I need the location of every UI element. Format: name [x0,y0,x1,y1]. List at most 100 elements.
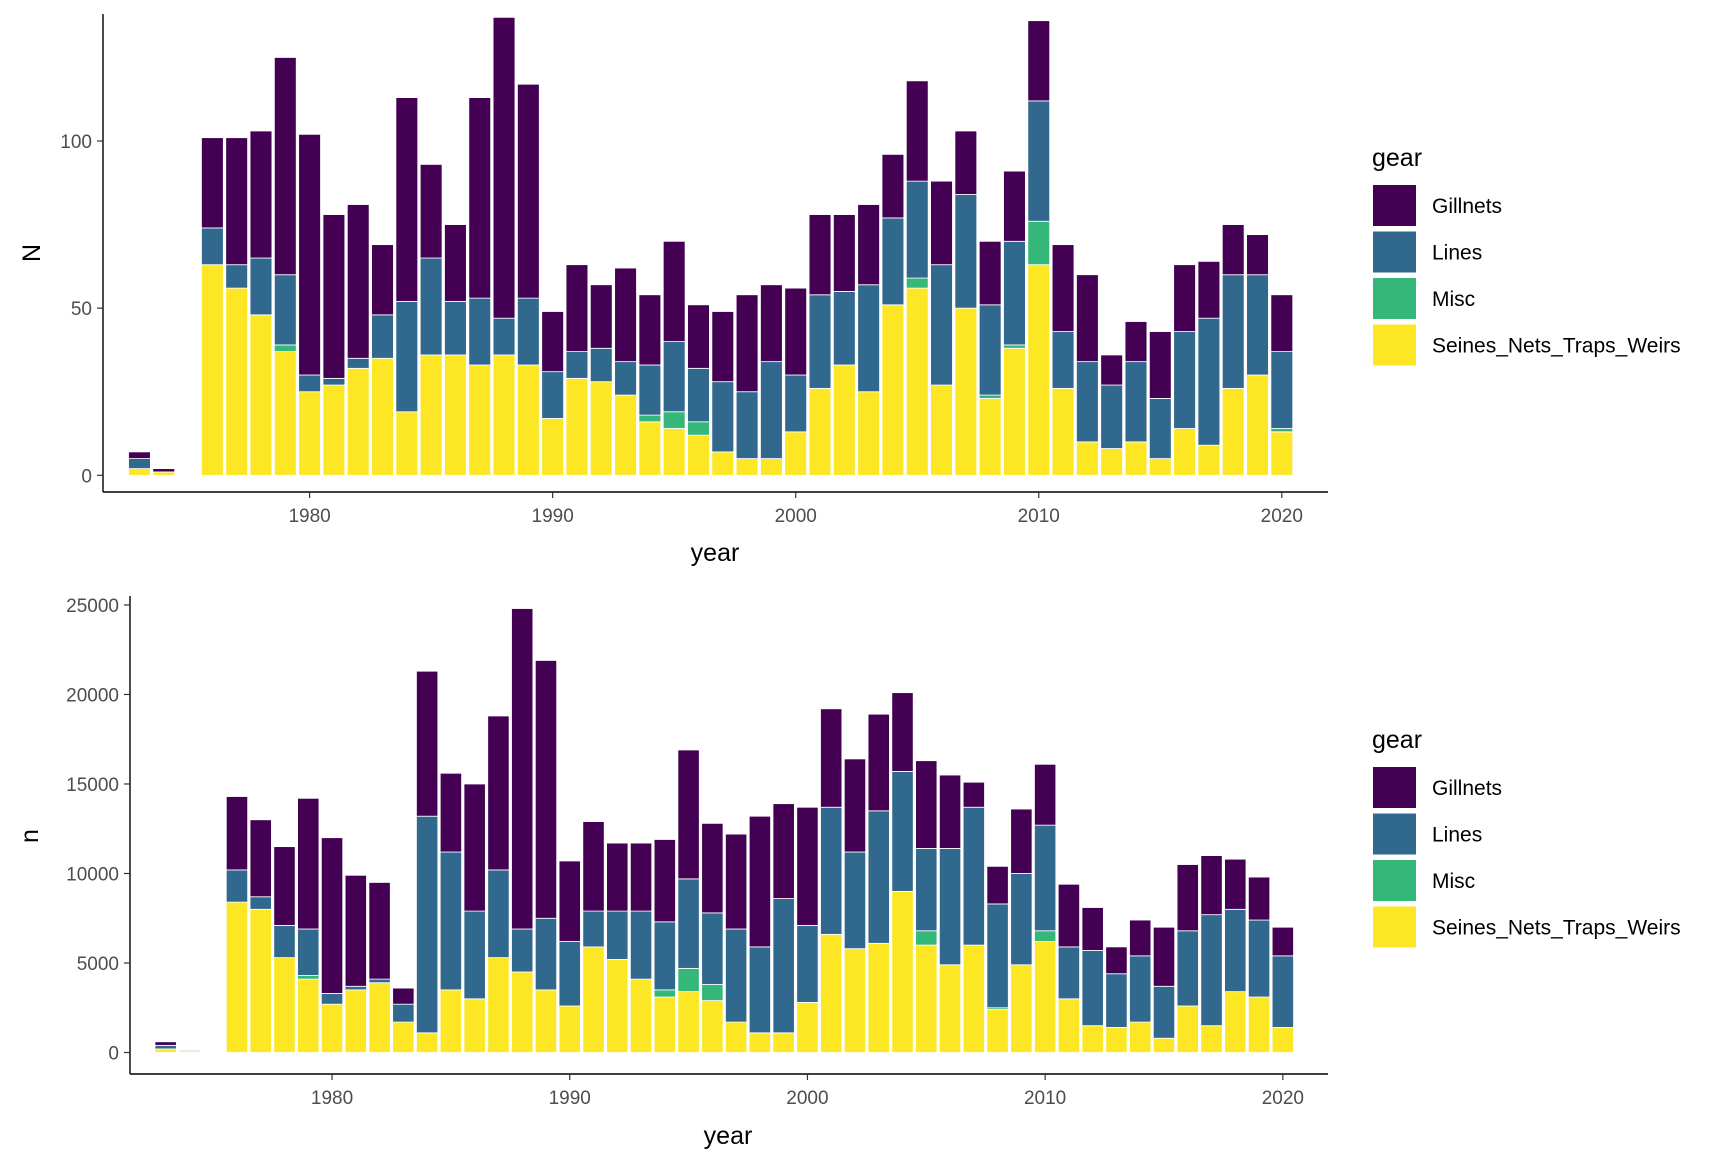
bar-segment [808,294,832,389]
x-tick-label: 1990 [532,506,574,527]
bar-segment [938,774,962,849]
bar-segment [371,314,394,359]
bar-segment [1173,264,1196,332]
bar-segment [711,311,735,383]
bar-segment [784,287,808,376]
bar-segment [711,381,735,453]
bar-segment [463,998,486,1053]
bar-segment [954,194,978,309]
bar-segment [1129,919,1152,957]
bar-segment [1124,441,1148,476]
bar-segment [662,341,686,413]
bar-segment [1105,1027,1128,1053]
bar-segment [1129,1021,1152,1053]
bar-segment [784,431,808,476]
bar-segment [273,274,297,346]
bar-segment [915,930,938,946]
bar-segment [152,471,176,476]
top-y-axis-title: N [18,244,46,262]
bar-segment [178,1049,201,1052]
bar-segment [511,608,534,930]
bar-segment [701,912,724,985]
top-legend-title: gear [1372,144,1422,172]
bar-segment [606,959,629,1053]
bar-segment [589,284,613,349]
top-legend: gear Gillnets Lines Misc Seines_Nets_Traps_… [1372,144,1681,366]
bar-segment [1176,864,1199,932]
bar-segment [662,428,686,476]
bar-segment [582,910,605,948]
bottom-legend: gear Gillnets Lines Misc Seines_Nets_Traps_… [1372,726,1681,948]
bar-segment [368,978,391,984]
bar-segment [905,180,929,279]
bar-segment [1081,907,1104,951]
bar-segment [1152,1037,1176,1053]
bar-segment [1081,1025,1104,1053]
bar-segment [582,821,605,912]
bar-segment [249,908,272,1053]
bar-segment [1003,170,1026,242]
bar-segment [249,130,273,259]
bar-segment [867,713,890,812]
bar-segment [1173,428,1196,476]
bar-segment [395,411,419,476]
bar-segment [1224,858,1247,910]
bar-segment [1100,384,1124,449]
bar-segment [832,364,856,476]
bar-segment [1148,398,1172,459]
bar-segment [905,80,929,182]
bar-segment [954,307,978,476]
y-tick-label: 50 [71,299,92,320]
bar-segment [320,837,344,994]
bar-segment [1200,914,1223,1027]
bar-segment [297,978,320,1053]
bar-segment [735,391,759,459]
bar-segment [273,57,297,276]
bar-segment [820,806,843,935]
bar-segment [1100,354,1124,386]
bar-segment [784,374,808,433]
bar-segment [1197,317,1221,446]
bar-segment [444,354,467,476]
bar-segment [1051,331,1075,389]
bar-segment [1221,387,1245,476]
bar-segment [492,317,516,356]
bar-segment [881,217,905,306]
bar-segment [249,314,273,476]
bar-segment [760,284,783,363]
bar-segment [954,130,978,195]
bar-segment [439,851,462,991]
bar-segment [891,692,914,772]
bar-segment [416,670,439,817]
bar-segment [711,451,735,476]
bar-segment [416,815,439,1034]
bar-segment [154,1048,177,1053]
bar-segment [1051,244,1075,332]
bar-segment [492,16,516,319]
bar-segment [978,398,1002,476]
bar-segment [371,244,394,316]
top-y-ticks: 0 50 100 [60,132,103,487]
bar-segment [468,297,492,366]
bar-segment [419,354,443,476]
bar-segment [1247,876,1271,921]
y-tick-label: 100 [60,132,92,153]
bar-segment [368,982,391,1053]
bar-segment [735,458,759,476]
y-tick-label: 20000 [66,685,119,706]
bar-segment [128,451,151,459]
bar-segment [371,357,394,476]
bar-segment [225,264,249,289]
bar-segment [297,975,320,980]
x-tick-label: 2020 [1262,1088,1304,1109]
bar-segment [298,133,321,376]
top-panel: 0 50 100 1980 1990 2000 2010 2020 year N gear … [18,14,1681,567]
bar-segment [772,803,795,899]
bar-segment [249,896,272,910]
x-tick-label: 2010 [1018,506,1060,527]
legend-key [1373,767,1416,808]
y-tick-label: 0 [81,466,92,487]
bar-segment [1152,926,1176,987]
bar-segment [772,898,795,1034]
